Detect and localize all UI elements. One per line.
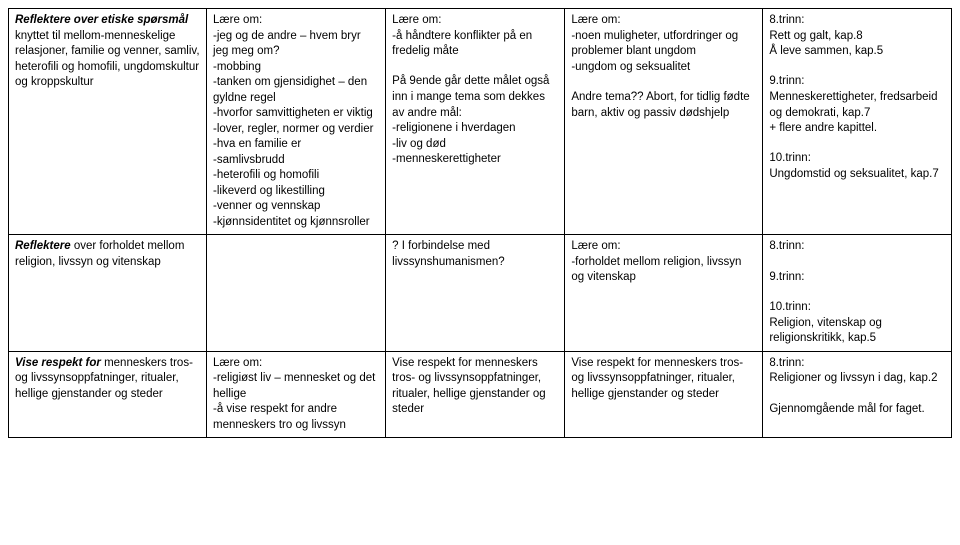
intro: Lære om: [213,13,379,29]
p1: -forholdet mellom religion, livssyn og v… [571,255,756,286]
cell-learn-1: Lære om: -jeg og de andre – hvem bryr je… [207,9,386,235]
intro: Lære om: [571,13,756,29]
p1: Vise respekt for menneskers tros- og liv… [392,356,558,418]
cell-goal: Reflektere over etiske spørsmål knyttet … [9,9,207,235]
cell-chapters: 8.trinn: Religioner og livssyn i dag, ka… [763,351,952,438]
p2: 9.trinn: [769,270,945,286]
cell-learn-2: ? I forbindelse med livssynshumanismen? [386,235,565,351]
lead-phrase: Vise respekt for [15,357,101,369]
table-row: Reflektere over forholdet mellom religio… [9,235,952,351]
table-row: Vise respekt for menneskers tros- og liv… [9,351,952,438]
cell-learn-2: Lære om: -å håndtere konflikter på en fr… [386,9,565,235]
curriculum-table: Reflektere over etiske spørsmål knyttet … [8,8,952,438]
p1: -noen muligheter, utfordringer og proble… [571,29,756,76]
cell-goal: Reflektere over forholdet mellom religio… [9,235,207,351]
body: -religiøst liv – mennesket og det hellig… [213,371,379,433]
cell-learn-1: Lære om: -religiøst liv – mennesket og d… [207,351,386,438]
p2: På 9ende går dette målet også inn i mang… [392,74,558,167]
intro: Lære om: [392,13,558,29]
p1: ? I forbindelse med livssynshumanismen? [392,239,558,270]
p1: 8.trinn: Religioner og livssyn i dag, ka… [769,356,945,387]
lead-phrase: Reflektere over etiske spørsmål [15,14,188,26]
p1: Vise respekt for menneskers tros- og liv… [571,356,756,403]
intro: Lære om: [213,356,379,372]
cell-learn-3: Vise respekt for menneskers tros- og liv… [565,351,763,438]
p3: 10.trinn: Religion, vitenskap og religio… [769,300,945,347]
goal-rest: knyttet til mellom-menneskelige relasjon… [15,30,200,89]
p2: Andre tema?? Abort, for tidlig fødte bar… [571,90,756,121]
cell-chapters: 8.trinn: Rett og galt, kap.8 Å leve samm… [763,9,952,235]
p2: 9.trinn: Menneskerettigheter, fredsarbei… [769,74,945,136]
p3: 10.trinn: Ungdomstid og seksualitet, kap… [769,151,945,182]
cell-learn-3: Lære om: -noen muligheter, utfordringer … [565,9,763,235]
table-row: Reflektere over etiske spørsmål knyttet … [9,9,952,235]
cell-learn-3: Lære om: -forholdet mellom religion, liv… [565,235,763,351]
cell-goal: Vise respekt for menneskers tros- og liv… [9,351,207,438]
p1: 8.trinn: [769,239,945,255]
cell-chapters: 8.trinn: 9.trinn: 10.trinn: Religion, vi… [763,235,952,351]
body: -jeg og de andre – hvem bryr jeg meg om?… [213,29,379,231]
p1: 8.trinn: Rett og galt, kap.8 Å leve samm… [769,13,945,60]
lead-phrase: Reflektere [15,240,71,252]
intro: Lære om: [571,239,756,255]
p1: -å håndtere konflikter på en fredelig må… [392,29,558,60]
cell-learn-1 [207,235,386,351]
cell-learn-2: Vise respekt for menneskers tros- og liv… [386,351,565,438]
p2: Gjennomgående mål for faget. [769,402,945,418]
